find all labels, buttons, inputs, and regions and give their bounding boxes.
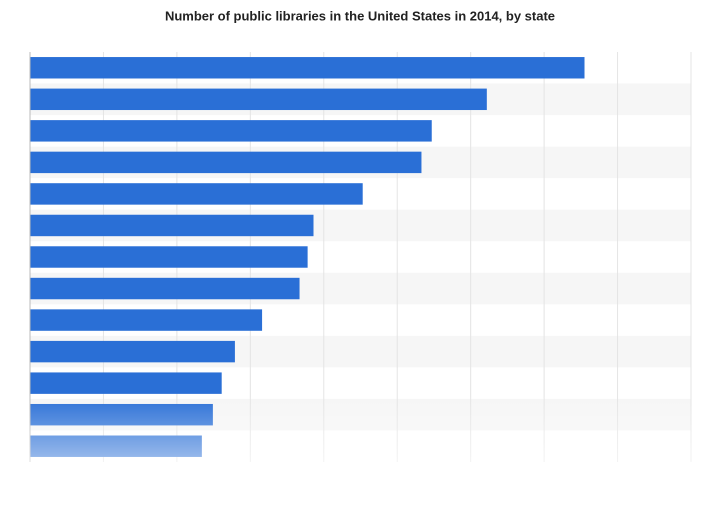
bar	[30, 183, 363, 205]
bar	[30, 372, 222, 394]
bar	[30, 57, 585, 79]
bar	[30, 214, 314, 237]
chart-title: Number of public libraries in the United…	[165, 8, 555, 23]
bar	[30, 88, 487, 111]
bar	[30, 340, 235, 363]
bar	[30, 151, 422, 174]
bar	[30, 120, 432, 142]
fade-overlay	[0, 395, 720, 513]
bar	[30, 277, 300, 300]
bar	[30, 246, 308, 268]
bar	[30, 309, 263, 331]
